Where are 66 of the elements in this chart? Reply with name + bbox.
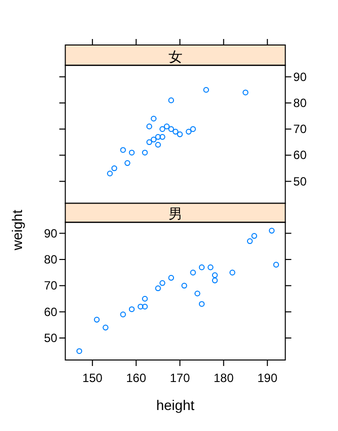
point: [172, 128, 178, 135]
point: [142, 304, 148, 310]
point: [111, 165, 118, 172]
y-tick-label: 60: [293, 148, 307, 162]
point: [176, 131, 183, 138]
y-tick-label: 70: [44, 278, 58, 293]
y-tick-label: 90: [44, 226, 58, 240]
point: [159, 280, 166, 286]
point: [229, 270, 236, 276]
point: [150, 136, 157, 142]
point: [120, 312, 126, 318]
y-tick-label: 70: [293, 122, 307, 136]
x-tick-label: 150: [82, 371, 103, 385]
point: [142, 296, 148, 302]
point: [194, 290, 200, 296]
y-tick-label: 50: [293, 174, 307, 188]
point: [102, 324, 108, 330]
point: [242, 90, 248, 96]
point: [164, 124, 170, 130]
point: [124, 160, 130, 166]
y-tick-label: 50: [44, 331, 58, 346]
x-tick-label: 160: [126, 371, 146, 385]
point: [168, 97, 174, 104]
point: [198, 301, 205, 307]
point: [198, 264, 205, 270]
point: [212, 272, 218, 278]
y-tick-label: 90: [293, 70, 307, 84]
point: [186, 128, 192, 135]
y-tick-label: 80: [293, 96, 307, 110]
point: [159, 126, 166, 132]
y-axis-title: weight: [9, 210, 25, 252]
point: [138, 304, 144, 310]
x-tick-label: 190: [257, 371, 278, 385]
point: [128, 150, 135, 156]
point: [146, 139, 152, 146]
point: [208, 264, 214, 270]
point: [150, 116, 157, 122]
point: [155, 134, 161, 140]
point: [76, 348, 82, 354]
point: [246, 238, 253, 244]
point: [155, 285, 161, 292]
point: [146, 124, 152, 130]
point: [159, 134, 166, 140]
point: [190, 270, 196, 276]
point: [268, 228, 275, 234]
point: [212, 278, 218, 284]
point: [128, 306, 135, 312]
chart-title: 女: [168, 48, 182, 64]
point: [142, 150, 148, 156]
point: [94, 316, 100, 323]
chart-title: 男: [168, 205, 182, 222]
point: [203, 86, 210, 93]
point: [120, 147, 126, 153]
point: [168, 274, 174, 281]
point: [168, 126, 174, 132]
x-tick-label: 180: [214, 371, 234, 385]
point: [251, 233, 258, 239]
x-tick-label: 170: [170, 371, 190, 385]
point: [107, 170, 113, 176]
point: [190, 126, 196, 132]
point: [273, 262, 280, 268]
point: [181, 282, 188, 289]
y-tick-label: 60: [44, 304, 58, 319]
x-axis-title: height: [156, 397, 194, 413]
y-tick-label: 80: [44, 252, 58, 266]
point: [155, 142, 161, 148]
